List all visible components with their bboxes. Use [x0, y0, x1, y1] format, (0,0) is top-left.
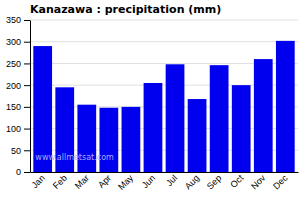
- x-tick: Apr: [96, 173, 113, 190]
- x-tick: Aug: [183, 173, 201, 191]
- y-tick-mark: [24, 107, 30, 108]
- title: Kanazawa : precipitation (mm): [30, 3, 221, 16]
- y-tick: 100: [6, 124, 30, 134]
- x-tick: May: [116, 173, 135, 192]
- y-tick-mark: [24, 172, 30, 173]
- y-tick-label: 150: [6, 102, 21, 112]
- bars: [33, 41, 294, 172]
- y-tick-mark: [24, 150, 30, 151]
- y-tick: 300: [6, 37, 30, 47]
- x-tick-label: Mar: [73, 173, 91, 191]
- y-tick-label: 250: [6, 59, 21, 69]
- bar: [210, 65, 229, 172]
- bar: [276, 41, 295, 172]
- x-tick: Oct: [228, 173, 245, 190]
- bar: [144, 83, 163, 172]
- y-tick: 0: [16, 167, 30, 177]
- y-tick-mark: [24, 85, 30, 86]
- chart: 050100150200250300350JanFebMarAprMayJunJ…: [0, 0, 306, 200]
- x-tick-label: Jan: [30, 173, 47, 190]
- y-tick-label: 50: [11, 146, 21, 156]
- y-tick-label: 350: [6, 15, 21, 25]
- x-tick-label: Apr: [96, 173, 113, 190]
- grid-line: [30, 41, 298, 42]
- y-tick: 350: [6, 15, 30, 25]
- x-tick-label: Nov: [249, 173, 268, 192]
- bar: [232, 85, 251, 172]
- y-tick: 50: [11, 146, 30, 156]
- x-tick: Sep: [205, 173, 223, 191]
- x-tick-label: Oct: [228, 173, 245, 190]
- y-tick-label: 100: [6, 124, 21, 134]
- y-axis: 0 50 100 150 200 250 300 350: [6, 15, 31, 177]
- y-tick-label: 0: [16, 167, 21, 177]
- y-tick: 250: [6, 59, 30, 69]
- y-tick-mark: [24, 20, 30, 21]
- y-tick: 200: [6, 81, 30, 91]
- x-tick-label: Aug: [183, 173, 201, 191]
- y-axis-line: [30, 21, 31, 173]
- x-axis-line: [31, 172, 299, 173]
- x-tick: Mar: [73, 173, 91, 191]
- y-tick-mark: [24, 42, 30, 43]
- bar: [188, 99, 207, 172]
- bar: [77, 105, 96, 172]
- bar: [166, 64, 185, 172]
- x-tick: Jan: [30, 173, 47, 190]
- x-axis: JanFebMar AprMay Jun Jul AugSep OctNovDec: [30, 173, 299, 193]
- bar: [99, 108, 118, 172]
- bar: [122, 107, 141, 172]
- grid-line: [30, 20, 298, 21]
- y-tick-mark: [24, 129, 30, 130]
- x-tick-label: May: [116, 173, 135, 192]
- x-tick-label: Jul: [164, 173, 179, 188]
- x-tick-label: Feb: [51, 173, 69, 191]
- plot: 050100150200250300350JanFebMarAprMayJunJ…: [6, 15, 299, 192]
- x-tick-label: Sep: [205, 173, 223, 191]
- y-tick-label: 200: [6, 81, 21, 91]
- x-tick-label: Dec: [271, 173, 290, 192]
- watermark: www.allmetsat.com: [35, 153, 114, 162]
- x-tick-label: Jun: [140, 173, 157, 190]
- grid: [30, 20, 298, 172]
- bar: [254, 59, 273, 172]
- y-tick-mark: [24, 63, 30, 64]
- x-tick: Nov: [249, 173, 268, 192]
- y-tick-label: 300: [6, 37, 21, 47]
- x-tick: Feb: [51, 173, 69, 191]
- x-tick: Jul: [164, 173, 179, 188]
- y-tick: 150: [6, 102, 30, 112]
- x-tick: Jun: [140, 173, 157, 190]
- x-tick: Dec: [271, 173, 290, 192]
